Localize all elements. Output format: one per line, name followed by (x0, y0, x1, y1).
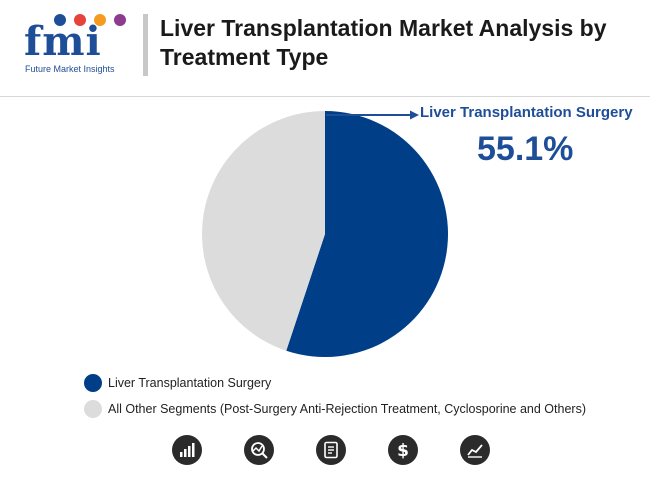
header-divider (143, 14, 148, 76)
pie-chart (202, 110, 449, 358)
header: fmi Future Market Insights Liver Transpl… (0, 0, 650, 92)
fmi-logo: fmi Future Market Insights (24, 14, 134, 78)
legend-label: All Other Segments (Post-Surgery Anti-Re… (108, 402, 586, 416)
callout-label: Liver Transplantation Surgery (420, 104, 633, 121)
pie-slice-1 (286, 111, 449, 358)
header-rule (0, 96, 650, 97)
dollar-icon: $ (388, 435, 418, 465)
legend-swatch (84, 400, 102, 418)
legend-label: Liver Transplantation Surgery (108, 376, 272, 390)
legend-item: Liver Transplantation Surgery (84, 372, 586, 394)
legend: Liver Transplantation Surgery All Other … (84, 372, 586, 424)
callout-arrow (326, 110, 419, 120)
pie-slice-2 (202, 111, 325, 351)
report-icon (316, 435, 346, 465)
svg-text:$: $ (397, 441, 409, 460)
logo-mark: fmi (24, 18, 102, 65)
page-title: Liver Transplantation Market Analysis by… (160, 15, 607, 70)
bar-chart-icon (172, 435, 202, 465)
callout-value: 55.1% (477, 130, 574, 168)
legend-swatch (84, 374, 102, 392)
footer-icons: $ (0, 435, 650, 471)
legend-item: All Other Segments (Post-Surgery Anti-Re… (84, 398, 586, 420)
trend-chart-icon (460, 435, 490, 465)
logo-subtitle: Future Market Insights (25, 64, 115, 74)
chart-search-icon (244, 435, 274, 465)
logo-dots (54, 14, 134, 28)
